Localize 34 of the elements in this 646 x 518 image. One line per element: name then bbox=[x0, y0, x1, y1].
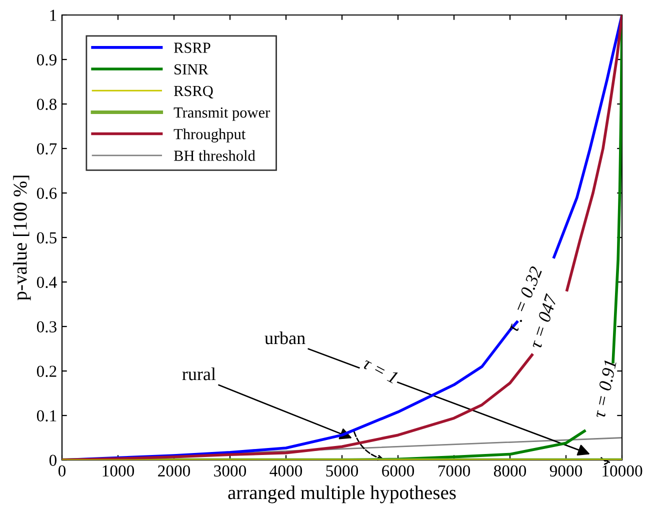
y-tick-label: 0.3 bbox=[36, 321, 56, 333]
legend-label: BH threshold bbox=[174, 150, 256, 161]
x-tick-label: 7000 bbox=[438, 465, 470, 477]
x-tick-label: 8000 bbox=[494, 465, 526, 477]
annotation: τ = 0.91 bbox=[592, 360, 617, 418]
y-tick-label: 0.5 bbox=[36, 232, 56, 244]
y-tick-label: 0.7 bbox=[36, 143, 57, 155]
y-tick-label: 0.2 bbox=[36, 366, 56, 378]
x-tick-label: 1000 bbox=[102, 465, 134, 477]
y-tick-label: 0.8 bbox=[36, 98, 57, 110]
y-tick-label: 0.9 bbox=[36, 54, 56, 66]
x-tick-label: 2000 bbox=[158, 465, 190, 477]
legend-label: Transmit power bbox=[174, 107, 270, 121]
y-tick-label: 0 bbox=[49, 454, 57, 466]
x-tick-label: 9000 bbox=[550, 465, 582, 477]
x-axis-title: arranged multiple hypotheses bbox=[228, 486, 456, 504]
y-tick-label: 0.4 bbox=[36, 276, 57, 288]
legend-label: Throughput bbox=[174, 128, 246, 142]
annotation: urban bbox=[264, 331, 306, 344]
y-axis-title: p-value [100 %] bbox=[13, 176, 31, 300]
x-tick-label: 4000 bbox=[270, 465, 302, 477]
x-tick-label: 5000 bbox=[326, 465, 358, 477]
y-tick-label: 0.6 bbox=[36, 188, 57, 200]
annotation: τ = 1 bbox=[362, 356, 398, 384]
y-tick-label: 0.1 bbox=[36, 410, 56, 422]
x-tick-label: 0 bbox=[58, 465, 66, 477]
legend-label: SINR bbox=[174, 64, 208, 75]
x-tick-label: 10000 bbox=[602, 465, 642, 477]
legend-label: RSRP bbox=[174, 42, 210, 53]
x-tick-label: 3000 bbox=[214, 465, 246, 477]
annotation: rural bbox=[182, 368, 216, 380]
x-tick-label: 6000 bbox=[382, 465, 414, 477]
legend-label: RSRQ bbox=[174, 86, 214, 98]
y-tick-label: 1 bbox=[50, 10, 56, 21]
